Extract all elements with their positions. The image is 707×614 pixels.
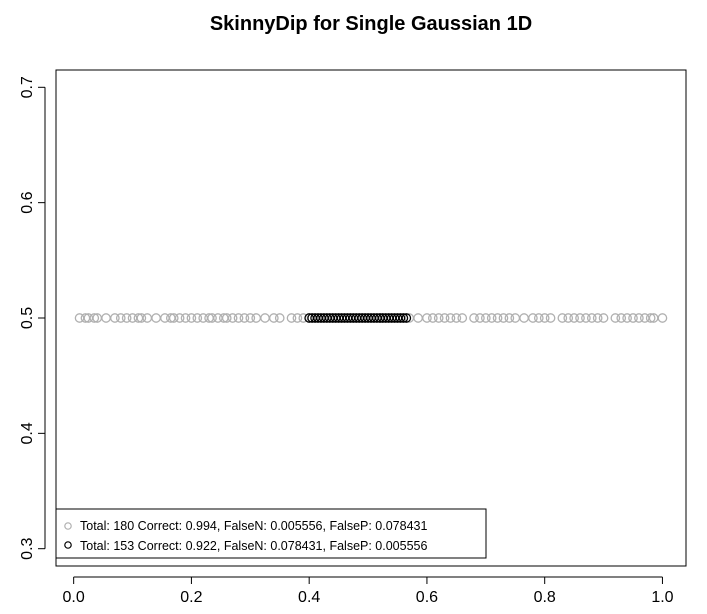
data-point	[469, 313, 479, 323]
data-point	[101, 313, 111, 323]
data-point	[510, 313, 521, 323]
data-point	[115, 313, 126, 323]
data-point	[274, 313, 285, 323]
data-point	[592, 313, 603, 323]
data-point	[168, 313, 179, 323]
data-point	[533, 313, 544, 323]
data-point	[221, 313, 232, 323]
data-point	[110, 313, 120, 323]
x-tick-label: 1.0	[651, 589, 673, 606]
data-point	[260, 313, 270, 323]
data-point	[433, 313, 444, 323]
data-point	[657, 313, 668, 323]
x-tick-label: 0.0	[63, 589, 85, 606]
data-point	[292, 313, 303, 323]
data-point	[398, 313, 409, 323]
data-point	[645, 313, 656, 323]
data-point	[634, 313, 644, 323]
data-point	[498, 313, 509, 323]
data-point	[598, 313, 609, 323]
data-point	[89, 313, 100, 323]
x-tick-label: 0.8	[534, 589, 556, 606]
data-point	[457, 313, 468, 323]
y-tick-label: 0.3	[19, 537, 36, 559]
data-point	[207, 313, 217, 323]
data-point	[422, 313, 432, 323]
data-point	[192, 313, 203, 323]
data-point	[427, 313, 438, 323]
x-axis: 0.0 0.2 0.4 0.6 0.8 1.0	[63, 576, 674, 606]
series-layer	[74, 313, 668, 323]
data-point	[239, 313, 250, 323]
data-point	[622, 313, 632, 323]
chart-title: SkinnyDip for Single Gaussian 1D	[210, 13, 532, 35]
data-point	[581, 313, 591, 323]
data-point	[413, 313, 423, 323]
data-point	[151, 313, 161, 323]
x-tick-label: 0.4	[298, 589, 320, 606]
data-point	[121, 313, 132, 323]
y-tick-label: 0.4	[19, 422, 36, 444]
data-point	[563, 313, 574, 323]
data-point	[136, 313, 147, 323]
data-point	[486, 313, 497, 323]
data-point	[504, 313, 515, 323]
data-point	[569, 313, 579, 323]
data-point	[286, 313, 297, 323]
data-point	[227, 313, 238, 323]
legend-label-series-2: Total: 153 Correct: 0.922, FalseN: 0.078…	[80, 539, 427, 553]
legend: Total: 180 Correct: 0.994, FalseN: 0.005…	[55, 508, 487, 559]
data-point	[475, 313, 485, 323]
data-point	[269, 313, 279, 323]
data-point	[251, 313, 262, 323]
legend-marker-series-1	[64, 522, 72, 530]
data-point	[480, 313, 491, 323]
data-point	[142, 313, 153, 323]
y-tick-label: 0.5	[19, 307, 36, 329]
x-tick-label: 0.2	[180, 589, 202, 606]
data-point	[628, 313, 638, 323]
legend-marker-series-2	[64, 541, 72, 549]
legend-box	[55, 508, 487, 559]
data-point	[539, 313, 550, 323]
series-2	[304, 313, 412, 323]
data-point	[575, 313, 585, 323]
data-point	[395, 313, 406, 323]
data-point	[401, 313, 412, 323]
data-point	[492, 313, 503, 323]
data-point	[180, 313, 191, 323]
plot-frame	[55, 69, 687, 567]
y-axis: 0.3 0.4 0.5 0.6 0.7	[19, 76, 46, 560]
data-point	[528, 313, 538, 323]
data-point	[233, 313, 244, 323]
x-tick-label: 0.6	[416, 589, 438, 606]
data-point	[610, 313, 621, 323]
series-1	[74, 313, 668, 323]
data-point	[445, 313, 456, 323]
y-tick-label: 0.7	[19, 76, 36, 98]
data-point	[245, 313, 256, 323]
data-point	[451, 313, 462, 323]
legend-label-series-1: Total: 180 Correct: 0.994, FalseN: 0.005…	[80, 519, 427, 533]
data-point	[439, 313, 450, 323]
data-point	[174, 313, 185, 323]
data-point	[545, 313, 556, 323]
data-point	[616, 313, 627, 323]
data-point	[186, 313, 197, 323]
data-point	[519, 313, 529, 323]
data-point	[557, 313, 568, 323]
data-point	[586, 313, 597, 323]
y-tick-label: 0.6	[19, 191, 36, 213]
